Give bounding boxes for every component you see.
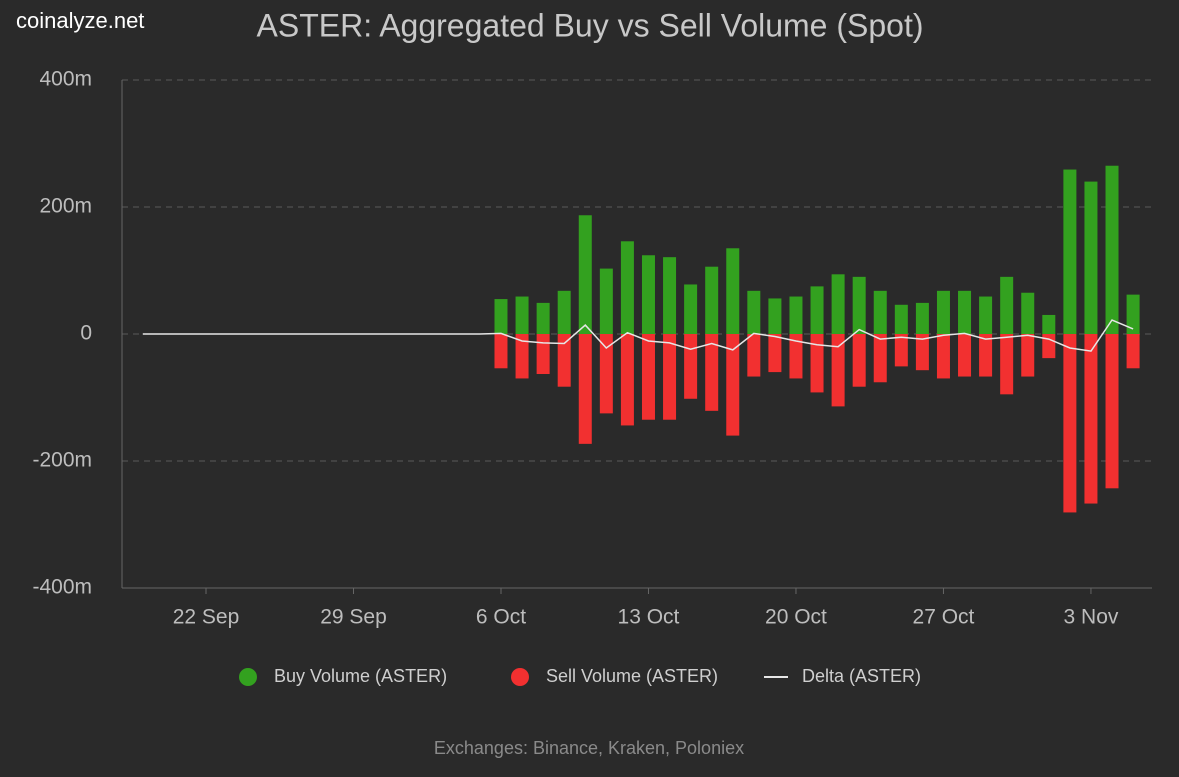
bar bbox=[979, 296, 993, 334]
bar bbox=[705, 266, 719, 334]
bar bbox=[515, 334, 529, 379]
bar bbox=[515, 296, 529, 334]
bar bbox=[599, 334, 613, 414]
bar bbox=[852, 334, 866, 387]
bar bbox=[599, 268, 613, 334]
bar bbox=[894, 334, 908, 367]
bar bbox=[958, 334, 972, 377]
bar bbox=[557, 334, 571, 387]
bar bbox=[768, 334, 782, 373]
watermark: coinalyze.net bbox=[16, 8, 144, 33]
bar bbox=[1063, 169, 1077, 334]
x-tick-label: 20 Oct bbox=[765, 606, 827, 629]
legend-label: Buy Volume (ASTER) bbox=[274, 666, 447, 686]
legend-label: Delta (ASTER) bbox=[802, 666, 921, 686]
bar bbox=[663, 257, 677, 334]
bar bbox=[789, 334, 803, 379]
y-tick-label: -400m bbox=[32, 576, 92, 599]
x-tick-label: 13 Oct bbox=[618, 606, 680, 629]
x-tick-label: 22 Sep bbox=[173, 606, 240, 629]
bar bbox=[873, 334, 887, 383]
bar bbox=[1126, 294, 1140, 334]
bar bbox=[578, 215, 592, 334]
bar bbox=[684, 334, 698, 399]
bar bbox=[1042, 314, 1056, 334]
bar bbox=[578, 334, 592, 444]
bar bbox=[620, 334, 634, 426]
bar bbox=[1000, 334, 1014, 395]
bar bbox=[831, 274, 845, 334]
bar bbox=[979, 334, 993, 377]
bar bbox=[1021, 292, 1035, 334]
bar bbox=[958, 290, 972, 334]
bar bbox=[747, 334, 761, 377]
bar bbox=[768, 298, 782, 334]
bar bbox=[641, 334, 655, 420]
bar bbox=[726, 248, 740, 334]
legend-symbol bbox=[239, 668, 257, 686]
legend-symbol bbox=[511, 668, 529, 686]
bar bbox=[536, 334, 550, 375]
bar bbox=[1063, 334, 1077, 513]
bar bbox=[852, 276, 866, 334]
bar bbox=[1021, 334, 1035, 377]
x-tick-label: 6 Oct bbox=[476, 606, 526, 629]
y-tick-label: -200m bbox=[32, 449, 92, 472]
bar bbox=[894, 304, 908, 334]
y-tick-label: 0 bbox=[80, 322, 92, 345]
bar bbox=[915, 334, 929, 371]
bar bbox=[684, 284, 698, 334]
delta-line bbox=[142, 319, 1134, 352]
bar bbox=[936, 334, 950, 379]
bar bbox=[641, 255, 655, 334]
x-tick-label: 29 Sep bbox=[320, 606, 387, 629]
caption: Exchanges: Binance, Kraken, Poloniex bbox=[434, 738, 744, 758]
legend-label: Sell Volume (ASTER) bbox=[546, 666, 718, 686]
bar bbox=[873, 290, 887, 334]
bar bbox=[494, 299, 508, 334]
bar bbox=[663, 334, 677, 420]
bar bbox=[620, 241, 634, 334]
x-tick-label: 27 Oct bbox=[913, 606, 975, 629]
bar bbox=[1084, 334, 1098, 504]
bar bbox=[1126, 334, 1140, 369]
y-tick-label: 400m bbox=[39, 68, 92, 91]
chart-title: ASTER: Aggregated Buy vs Sell Volume (Sp… bbox=[257, 7, 924, 43]
bar bbox=[536, 302, 550, 334]
bar bbox=[557, 290, 571, 334]
bar bbox=[810, 334, 824, 393]
bar bbox=[705, 334, 719, 411]
bar bbox=[915, 302, 929, 334]
bar bbox=[789, 296, 803, 334]
bar bbox=[1105, 334, 1119, 489]
bar bbox=[936, 290, 950, 334]
bar bbox=[726, 334, 740, 436]
bar bbox=[810, 286, 824, 334]
bar bbox=[831, 334, 845, 407]
bar bbox=[1084, 181, 1098, 334]
bar bbox=[1000, 276, 1014, 334]
bar bbox=[747, 290, 761, 334]
x-tick-label: 3 Nov bbox=[1064, 606, 1119, 629]
bar bbox=[494, 334, 508, 369]
bar bbox=[1105, 165, 1119, 334]
y-tick-label: 200m bbox=[39, 195, 92, 218]
